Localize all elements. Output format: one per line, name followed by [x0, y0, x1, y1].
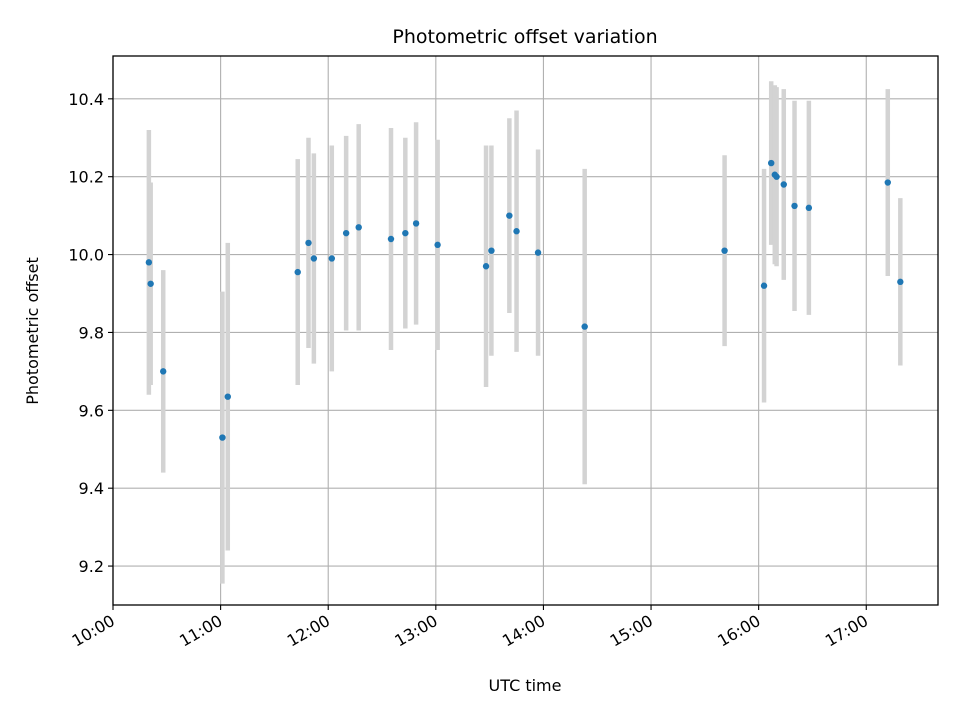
data-point — [310, 255, 318, 262]
data-point — [513, 228, 520, 235]
data-point — [387, 235, 395, 243]
data-point — [219, 434, 226, 441]
chart-title: Photometric offset variation — [392, 26, 657, 48]
y-axis-title: Photometric offset — [23, 257, 42, 405]
data-point — [884, 179, 891, 186]
data-point — [412, 220, 420, 227]
y-tick-label: 10.4 — [68, 90, 104, 109]
data-point — [773, 173, 780, 180]
y-tick-label: 9.8 — [79, 323, 104, 342]
y-tick-label: 9.6 — [79, 401, 104, 420]
data-point — [721, 247, 728, 254]
data-point — [805, 204, 813, 212]
y-tick-label: 10.2 — [68, 168, 104, 187]
data-point — [355, 224, 362, 231]
data-point — [791, 202, 798, 210]
data-point — [402, 229, 409, 237]
data-point — [160, 368, 167, 375]
data-point — [434, 241, 441, 249]
plot-frame — [112, 55, 939, 606]
y-tick-label: 10.0 — [68, 246, 104, 265]
data-point — [482, 263, 490, 270]
data-point — [305, 239, 312, 247]
data-point — [145, 259, 153, 266]
y-tick-label: 9.2 — [79, 557, 104, 576]
data-point — [760, 282, 768, 289]
data-point — [147, 280, 154, 287]
data-point — [768, 159, 775, 167]
x-axis-title: UTC time — [489, 676, 562, 695]
data-points — [145, 159, 904, 441]
data-point — [342, 229, 350, 237]
y-axis-ticks: 9.2 9.4 9.6 9.8 10.0 10.2 10.4 — [68, 90, 113, 576]
data-point — [224, 393, 231, 400]
grid — [112, 56, 938, 605]
data-point — [488, 247, 495, 254]
data-point — [897, 278, 904, 286]
y-tick-label: 9.4 — [79, 479, 104, 498]
data-point — [328, 255, 336, 262]
data-point — [780, 181, 787, 188]
data-point — [581, 323, 588, 330]
data-point — [294, 268, 301, 276]
data-point — [506, 212, 513, 219]
data-point — [534, 249, 542, 256]
